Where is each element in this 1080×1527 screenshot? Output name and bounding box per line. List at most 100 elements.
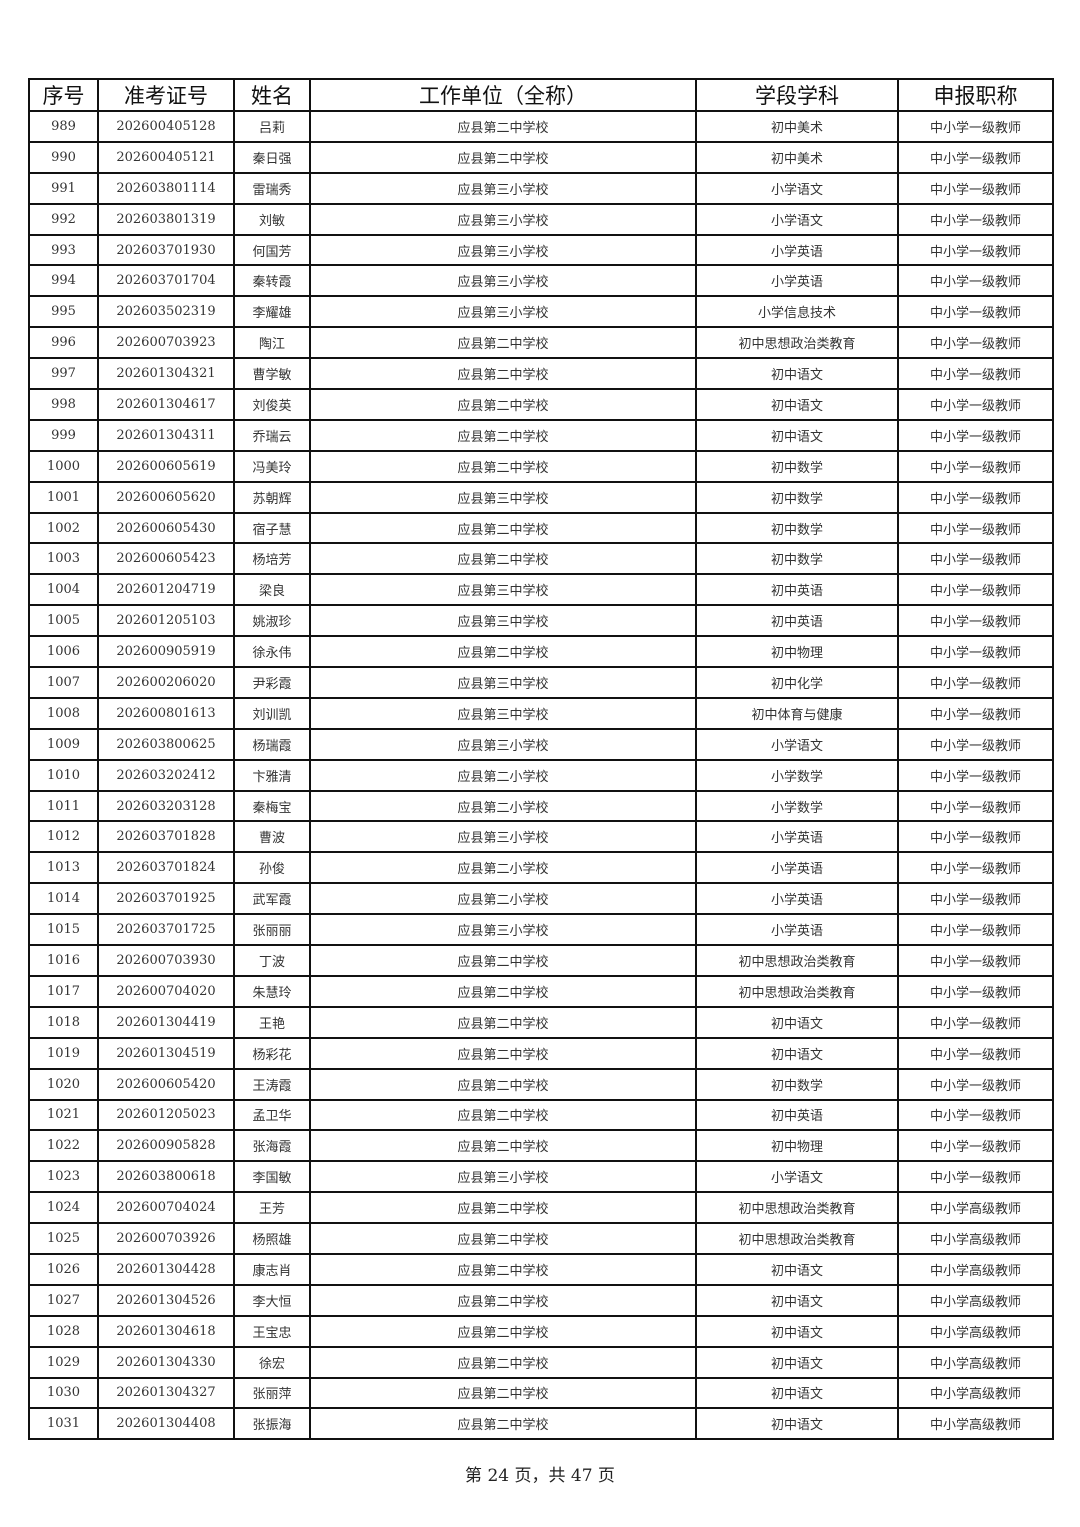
cell-exam-id: 202600605620 <box>97 480 235 514</box>
cell-work-unit: 应县第二中学校 <box>309 326 697 360</box>
cell-subject: 初中语文 <box>695 1005 899 1039</box>
cell-name: 张丽萍 <box>233 1376 311 1410</box>
cell-subject: 小学英语 <box>695 264 899 298</box>
cell-title: 中小学一级教师 <box>897 1005 1054 1039</box>
cell-work-unit: 应县第二中学校 <box>309 1005 697 1039</box>
cell-exam-id: 202603701725 <box>97 913 235 947</box>
table-row: 1021 202601205023 孟卫华 应县第二中学校 初中英语 中小学一级教师 <box>28 1098 1054 1132</box>
cell-subject: 初中语文 <box>695 1314 899 1348</box>
cell-subject: 初中物理 <box>695 635 899 669</box>
table-row: 991 202603801114 雷瑞秀 应县第三小学校 小学语文 中小学一级教师 <box>28 171 1054 205</box>
cell-exam-id: 202600605619 <box>97 449 235 483</box>
cell-work-unit: 应县第二中学校 <box>309 1036 697 1070</box>
cell-seq: 1006 <box>28 635 99 669</box>
header-name: 姓名 <box>233 78 311 112</box>
cell-subject: 初中数学 <box>695 1067 899 1101</box>
cell-subject: 初中语文 <box>695 1252 899 1286</box>
cell-seq: 994 <box>28 264 99 298</box>
cell-subject: 小学数学 <box>695 758 899 792</box>
cell-work-unit: 应县第二中学校 <box>309 974 697 1008</box>
cell-name: 张海霞 <box>233 1129 311 1163</box>
cell-exam-id: 202603502319 <box>97 295 235 329</box>
cell-work-unit: 应县第三小学校 <box>309 913 697 947</box>
cell-title: 中小学一级教师 <box>897 418 1054 452</box>
table-row: 1008 202600801613 刘训凯 应县第三中学校 初中体育与健康 中小学一级教师 <box>28 696 1054 730</box>
table-row: 1000 202600605619 冯美玲 应县第二中学校 初中数学 中小学一级教师 <box>28 449 1054 483</box>
cell-subject: 小学英语 <box>695 233 899 267</box>
table-row: 1013 202603701824 孙俊 应县第二小学校 小学英语 中小学一级教师 <box>28 851 1054 885</box>
cell-work-unit: 应县第二中学校 <box>309 388 697 421</box>
cell-work-unit: 应县第二中学校 <box>309 449 697 483</box>
cell-subject: 初中语文 <box>695 357 899 391</box>
cell-subject: 初中物理 <box>695 1129 899 1163</box>
cell-seq: 989 <box>28 110 99 143</box>
cell-seq: 1031 <box>28 1407 99 1441</box>
cell-work-unit: 应县第三小学校 <box>309 295 697 329</box>
cell-name: 李国敏 <box>233 1160 311 1194</box>
cell-subject: 初中英语 <box>695 1098 899 1132</box>
cell-name: 徐永伟 <box>233 635 311 669</box>
cell-subject: 初中化学 <box>695 666 899 699</box>
table-row: 1016 202600703930 丁波 应县第二中学校 初中思想政治类教育 中小学一级教… <box>28 944 1054 977</box>
cell-work-unit: 应县第二中学校 <box>309 1098 697 1132</box>
cell-seq: 1028 <box>28 1314 99 1348</box>
cell-exam-id: 202603701704 <box>97 264 235 298</box>
cell-title: 中小学一级教师 <box>897 295 1054 329</box>
cell-subject: 初中数学 <box>695 480 899 514</box>
cell-seq: 991 <box>28 171 99 205</box>
cell-exam-id: 202603701828 <box>97 820 235 854</box>
cell-title: 中小学一级教师 <box>897 913 1054 947</box>
cell-work-unit: 应县第二中学校 <box>309 140 697 174</box>
cell-subject: 小学语文 <box>695 202 899 236</box>
table-row: 1015 202603701725 张丽丽 应县第三小学校 小学英语 中小学一级教师 <box>28 913 1054 947</box>
cell-title: 中小学一级教师 <box>897 110 1054 143</box>
cell-title: 中小学一级教师 <box>897 758 1054 792</box>
cell-work-unit: 应县第二中学校 <box>309 110 697 143</box>
cell-seq: 1018 <box>28 1005 99 1039</box>
cell-subject: 初中语文 <box>695 1283 899 1317</box>
cell-name: 朱慧玲 <box>233 974 311 1008</box>
cell-exam-id: 202603800618 <box>97 1160 235 1194</box>
cell-title: 中小学一级教师 <box>897 326 1054 360</box>
cell-name: 武军霞 <box>233 882 311 916</box>
cell-subject: 初中美术 <box>695 110 899 143</box>
cell-name: 徐宏 <box>233 1345 311 1379</box>
cell-exam-id: 202603701930 <box>97 233 235 267</box>
table-row: 993 202603701930 何国芳 应县第三小学校 小学英语 中小学一级教师 <box>28 233 1054 267</box>
cell-subject: 初中语文 <box>695 1407 899 1441</box>
header-row: 序号 准考证号 姓名 工作单位（全称） 学段学科 申报职称 <box>28 78 1054 112</box>
cell-name: 秦转霞 <box>233 264 311 298</box>
cell-work-unit: 应县第三小学校 <box>309 202 697 236</box>
cell-name: 杨彩花 <box>233 1036 311 1070</box>
cell-subject: 小学语文 <box>695 1160 899 1194</box>
cell-title: 中小学一级教师 <box>897 696 1054 730</box>
table-row: 1017 202600704020 朱慧玲 应县第二中学校 初中思想政治类教育 中小学一级… <box>28 974 1054 1008</box>
header-exam-id: 准考证号 <box>97 78 235 112</box>
table-row: 996 202600703923 陶江 应县第二中学校 初中思想政治类教育 中小学一级教师 <box>28 326 1054 360</box>
cell-title: 中小学一级教师 <box>897 511 1054 545</box>
cell-name: 丁波 <box>233 944 311 977</box>
table-row: 1019 202601304519 杨彩花 应县第二中学校 初中语文 中小学一级教师 <box>28 1036 1054 1070</box>
cell-work-unit: 应县第三中学校 <box>309 480 697 514</box>
cell-exam-id: 202600905828 <box>97 1129 235 1163</box>
cell-name: 曹学敏 <box>233 357 311 391</box>
cell-exam-id: 202601304419 <box>97 1005 235 1039</box>
cell-seq: 993 <box>28 233 99 267</box>
cell-title: 中小学高级教师 <box>897 1283 1054 1317</box>
cell-subject: 初中语文 <box>695 388 899 421</box>
cell-exam-id: 202601304327 <box>97 1376 235 1410</box>
cell-work-unit: 应县第二中学校 <box>309 1067 697 1101</box>
cell-work-unit: 应县第三小学校 <box>309 727 697 761</box>
cell-name: 吕莉 <box>233 110 311 143</box>
cell-seq: 1025 <box>28 1222 99 1255</box>
cell-subject: 小学语文 <box>695 727 899 761</box>
cell-title: 中小学一级教师 <box>897 357 1054 391</box>
cell-exam-id: 202603801114 <box>97 171 235 205</box>
cell-title: 中小学一级教师 <box>897 140 1054 174</box>
roster-table: 序号 准考证号 姓名 工作单位（全称） 学段学科 申报职称 989 2026004… <box>28 78 1054 1441</box>
cell-work-unit: 应县第二中学校 <box>309 418 697 452</box>
table-row: 1031 202601304408 张振海 应县第二中学校 初中语文 中小学高级教师 <box>28 1407 1054 1441</box>
cell-title: 中小学一级教师 <box>897 388 1054 421</box>
cell-seq: 998 <box>28 388 99 421</box>
cell-name: 王艳 <box>233 1005 311 1039</box>
